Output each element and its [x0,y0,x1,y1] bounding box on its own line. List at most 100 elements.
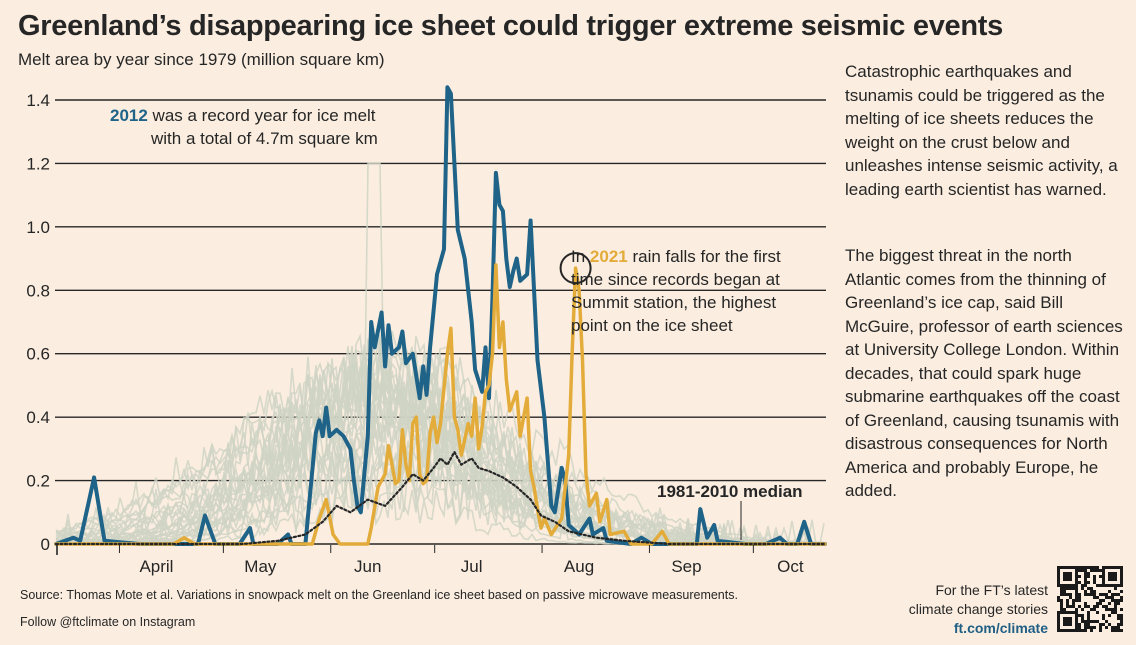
qr-cell [1093,578,1096,581]
qr-cell [1096,566,1099,569]
qr-cell [1066,605,1069,608]
qr-cell [1075,617,1078,620]
qr-cell [1060,599,1063,602]
qr-cell [1084,590,1087,593]
qr-cell [1066,629,1069,632]
qr-cell [1120,617,1123,620]
qr-cell [1069,623,1072,626]
qr-cell [1060,590,1063,593]
qr-cell [1069,596,1072,599]
qr-cell [1084,623,1087,626]
article-paragraph-2: The biggest threat in the north Atlantic… [845,246,1123,500]
qr-cell [1072,611,1075,614]
qr-cell [1114,578,1117,581]
qr-cell [1120,629,1123,632]
qr-cell [1090,590,1093,593]
qr-cell [1099,626,1102,629]
qr-cell [1111,599,1114,602]
qr-code-icon[interactable] [1057,566,1123,632]
qr-cell [1066,578,1069,581]
qr-cell [1120,596,1123,599]
qr-cell [1090,608,1093,611]
qr-cell [1084,620,1087,623]
qr-cell [1102,569,1105,572]
qr-cell [1075,599,1078,602]
qr-cell [1063,578,1066,581]
qr-cell [1057,596,1060,599]
qr-cell [1093,569,1096,572]
qr-cell [1063,566,1066,569]
qr-cell [1114,605,1117,608]
qr-cell [1087,572,1090,575]
qr-cell [1096,602,1099,605]
qr-cell [1075,611,1078,614]
qr-cell [1078,569,1081,572]
qr-cell [1120,575,1123,578]
qr-cell [1081,629,1084,632]
qr-cell [1111,608,1114,611]
promo-link[interactable]: ft.com/climate [953,620,1048,636]
qr-cell [1066,566,1069,569]
qr-cell [1093,620,1096,623]
x-tick-label: Aug [564,557,594,576]
qr-cell [1069,575,1072,578]
qr-cell [1066,611,1069,614]
qr-cell [1057,566,1060,569]
qr-cell [1057,611,1060,614]
qr-cell [1072,605,1075,608]
qr-cell [1084,626,1087,629]
qr-cell [1111,626,1114,629]
qr-cell [1093,566,1096,569]
follow-link[interactable]: Follow @ftclimate on Instagram [20,615,196,629]
qr-cell [1108,584,1111,587]
qr-cell [1114,572,1117,575]
qr-cell [1120,623,1123,626]
qr-cell [1060,608,1063,611]
qr-cell [1120,584,1123,587]
qr-cell [1108,596,1111,599]
x-tick-label: Sep [671,557,701,576]
qr-cell [1087,593,1090,596]
qr-cell [1096,596,1099,599]
qr-cell [1081,617,1084,620]
x-tick-label: May [244,557,277,576]
qr-cell [1063,584,1066,587]
qr-cell [1090,587,1093,590]
qr-cell [1117,566,1120,569]
qr-cell [1060,602,1063,605]
qr-cell [1078,629,1081,632]
qr-cell [1102,584,1105,587]
qr-cell [1078,623,1081,626]
qr-cell [1084,578,1087,581]
qr-cell [1066,602,1069,605]
promo-line-2: climate change stories [908,601,1048,617]
qr-cell [1072,587,1075,590]
qr-cell [1090,593,1093,596]
qr-cell [1081,569,1084,572]
qr-cell [1084,605,1087,608]
qr-cell [1075,566,1078,569]
qr-cell [1096,611,1099,614]
qr-cell [1105,626,1108,629]
qr-cell [1060,584,1063,587]
qr-cell [1084,566,1087,569]
qr-cell [1057,581,1060,584]
qr-cell [1087,623,1090,626]
qr-cell [1087,617,1090,620]
qr-cell [1078,596,1081,599]
qr-cell [1117,602,1120,605]
qr-cell [1099,584,1102,587]
qr-cell [1084,581,1087,584]
qr-cell [1111,596,1114,599]
qr-cell [1063,590,1066,593]
qr-cell [1066,575,1069,578]
annotation-2021-prefix: In [571,247,590,266]
qr-cell [1093,581,1096,584]
annotation-2021: In 2021 rain falls for the first [571,247,781,266]
qr-cell [1102,605,1105,608]
qr-cell [1084,584,1087,587]
qr-cell [1093,605,1096,608]
qr-cell [1078,599,1081,602]
qr-cell [1060,629,1063,632]
qr-cell [1087,611,1090,614]
